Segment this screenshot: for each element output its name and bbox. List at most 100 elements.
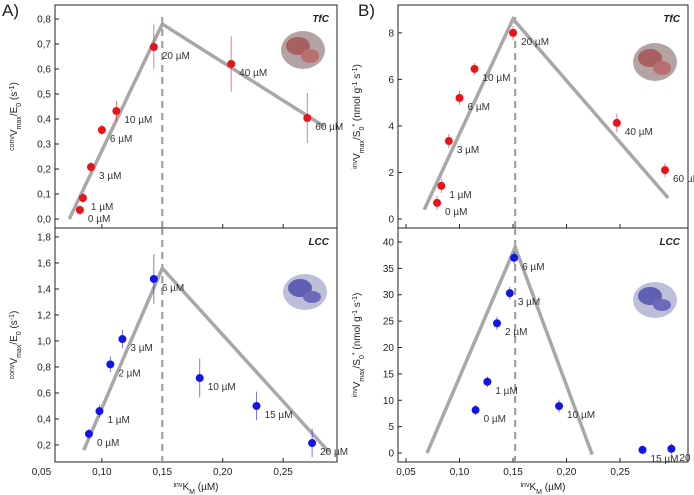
label-part: ) bbox=[9, 82, 20, 85]
y-tick-label: 1,2 bbox=[37, 310, 51, 321]
y-tick-label: 0,4 bbox=[37, 414, 51, 425]
fit-line bbox=[425, 242, 594, 456]
x-tick-label: 0,25 bbox=[610, 467, 630, 478]
data-point bbox=[106, 360, 115, 369]
data-point bbox=[149, 43, 158, 51]
point-label: 10 µM bbox=[567, 410, 595, 421]
y-tick-label: 1,8 bbox=[37, 232, 51, 243]
point-label: 3 µM bbox=[457, 145, 479, 156]
chart-title: LCC bbox=[308, 237, 329, 248]
point-label: 1 µM bbox=[449, 190, 471, 201]
label-part: inv bbox=[521, 482, 530, 489]
data-point bbox=[638, 445, 647, 454]
x-tick-label: 0,10 bbox=[92, 467, 112, 478]
chart-title: TfC bbox=[663, 14, 680, 25]
y-tick-label: 0,0 bbox=[37, 215, 51, 226]
fit-line bbox=[67, 21, 326, 220]
label-part: conv bbox=[9, 136, 16, 151]
y-tick-label: 0,7 bbox=[37, 40, 51, 51]
y-axis-label: convVmax/E0 (s-1) bbox=[9, 311, 23, 380]
label-part: -1 bbox=[352, 310, 359, 316]
label-part: V bbox=[352, 381, 363, 388]
label-part: conv bbox=[9, 364, 16, 379]
x-tick-label: 0,20 bbox=[213, 467, 233, 478]
y-tick-label: 4 bbox=[388, 121, 394, 132]
data-point bbox=[437, 181, 446, 190]
data-point bbox=[195, 374, 204, 383]
point-label: 40 µM bbox=[239, 68, 267, 79]
y-tick-label: 30 bbox=[383, 290, 395, 301]
point-label: 20 µM bbox=[162, 51, 190, 62]
y-tick-label: 0,6 bbox=[37, 388, 51, 399]
label-part: max bbox=[359, 368, 366, 382]
label-part: * bbox=[352, 352, 359, 355]
point-label: 3 µM bbox=[99, 171, 121, 182]
label-part: /S bbox=[352, 130, 363, 140]
label-part: (nmol g bbox=[352, 316, 363, 352]
point-label: 1 µM bbox=[107, 415, 129, 426]
label-part: inv bbox=[174, 482, 183, 489]
label-part: max bbox=[16, 116, 23, 130]
y-tick-label: 8 bbox=[388, 28, 394, 39]
data-point bbox=[444, 137, 453, 146]
y-tick-label: 2 bbox=[388, 168, 394, 179]
y-tick-label: 0,2 bbox=[37, 440, 51, 451]
y-tick-label: 0,3 bbox=[37, 140, 51, 151]
plot-frame bbox=[54, 227, 338, 463]
x-tick-label: 0,10 bbox=[450, 467, 470, 478]
y-tick-label: 15 bbox=[383, 369, 395, 380]
y-tick-label: 10 bbox=[383, 396, 395, 407]
data-point bbox=[660, 166, 669, 175]
panel-label: A) bbox=[2, 1, 19, 20]
data-point bbox=[252, 401, 261, 410]
y-tick-label: 1,0 bbox=[37, 336, 51, 347]
point-label: 15 µM bbox=[265, 410, 293, 421]
label-part: -1 bbox=[9, 85, 16, 91]
y-tick-label: 0 bbox=[388, 214, 394, 225]
data-point bbox=[612, 118, 621, 127]
point-label: 2 µM bbox=[505, 327, 527, 338]
point-label: 3 µM bbox=[130, 343, 152, 354]
label-part: -1 bbox=[352, 81, 359, 87]
y-tick-label: 0,6 bbox=[37, 65, 51, 76]
y-tick-label: 0,1 bbox=[37, 190, 51, 201]
point-label: 0 µM bbox=[445, 207, 467, 218]
y-tick-label: 0,2 bbox=[37, 165, 51, 176]
data-point bbox=[510, 253, 519, 262]
label-part: max bbox=[359, 139, 366, 153]
y-axis-label: convVmax/E0 (s-1) bbox=[9, 82, 23, 151]
y-tick-label: 40 bbox=[383, 237, 395, 248]
label-part: inv bbox=[352, 159, 359, 168]
label-part: /E bbox=[9, 106, 20, 116]
x-tick-label: 0,15 bbox=[503, 467, 523, 478]
data-point bbox=[78, 194, 87, 202]
point-label: 6 µM bbox=[522, 262, 544, 273]
point-label: 10 µM bbox=[124, 115, 152, 126]
label-part: K bbox=[182, 482, 189, 493]
y-tick-label: 25 bbox=[383, 317, 395, 328]
label-part: ) bbox=[352, 64, 363, 67]
data-point bbox=[555, 402, 564, 411]
label-part: M bbox=[189, 489, 195, 495]
label-part: max bbox=[16, 344, 23, 358]
label-part: V bbox=[9, 358, 20, 365]
chart-title: TfC bbox=[312, 14, 329, 25]
data-point bbox=[433, 198, 442, 207]
point-label: 1 µM bbox=[91, 202, 113, 213]
point-label: 1 µM bbox=[495, 386, 517, 397]
label-part: -1 bbox=[352, 67, 359, 73]
x-tick-label: 0,15 bbox=[153, 467, 173, 478]
point-label: 10 µM bbox=[483, 73, 511, 84]
data-point bbox=[471, 406, 480, 415]
point-label: 60 µM bbox=[673, 174, 694, 185]
label-part: V bbox=[9, 129, 20, 136]
label-part: M bbox=[536, 489, 542, 495]
point-label: 6 µM bbox=[110, 134, 132, 145]
label-part: ) bbox=[9, 311, 20, 314]
plot-frame bbox=[397, 227, 689, 463]
y-axis-label: invVmax/S0* (nmol g-1 s-1) bbox=[352, 64, 366, 169]
y-tick-label: 0 bbox=[388, 449, 394, 460]
point-label: 0 µM bbox=[484, 414, 506, 425]
label-part: s bbox=[352, 74, 363, 82]
point-label: 10 µM bbox=[208, 382, 236, 393]
